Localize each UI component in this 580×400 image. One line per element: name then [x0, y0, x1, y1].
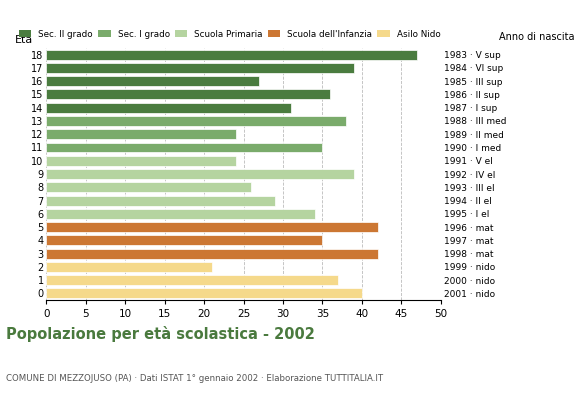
Bar — [46, 76, 259, 86]
Bar — [46, 129, 235, 139]
Text: COMUNE DI MEZZOJUSO (PA) · Dati ISTAT 1° gennaio 2002 · Elaborazione TUTTITALIA.: COMUNE DI MEZZOJUSO (PA) · Dati ISTAT 1°… — [6, 374, 383, 383]
Bar — [46, 209, 314, 219]
Bar — [46, 235, 322, 245]
Bar — [46, 142, 322, 152]
Bar — [46, 156, 235, 166]
Legend: Sec. II grado, Sec. I grado, Scuola Primaria, Scuola dell'Infanzia, Asilo Nido: Sec. II grado, Sec. I grado, Scuola Prim… — [19, 30, 440, 38]
Bar — [46, 262, 212, 272]
Bar — [46, 50, 417, 60]
Bar — [46, 169, 354, 179]
Bar — [46, 275, 338, 285]
Bar — [46, 90, 331, 99]
Bar — [46, 103, 291, 113]
Bar — [46, 63, 354, 73]
Text: Età: Età — [15, 36, 33, 46]
Bar — [46, 182, 252, 192]
Text: Anno di nascita: Anno di nascita — [499, 32, 574, 42]
Bar — [46, 116, 346, 126]
Bar — [46, 249, 378, 258]
Text: Popolazione per età scolastica - 2002: Popolazione per età scolastica - 2002 — [6, 326, 315, 342]
Bar — [46, 196, 275, 206]
Bar — [46, 222, 378, 232]
Bar — [46, 288, 362, 298]
